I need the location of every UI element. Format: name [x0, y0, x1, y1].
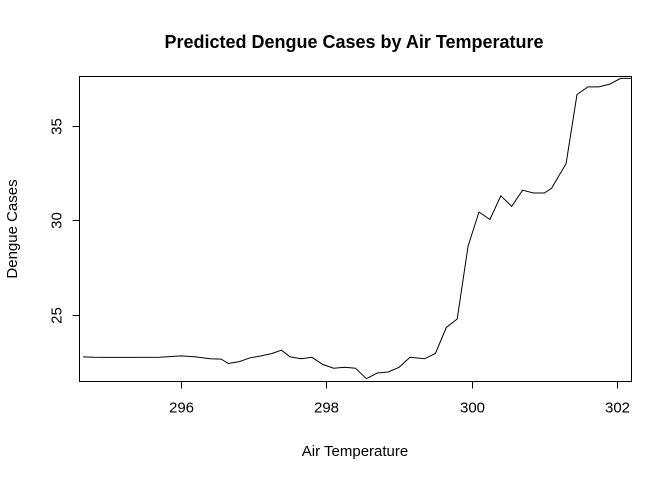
- y-tick-label: 35: [49, 118, 66, 135]
- x-tick-label: 298: [314, 400, 339, 417]
- x-axis-label: Air Temperature: [302, 443, 408, 460]
- plot-frame: [79, 76, 632, 382]
- x-tick-label: 300: [460, 400, 485, 417]
- y-tick-label: 30: [49, 212, 66, 229]
- y-axis: 25 30 35: [49, 118, 80, 324]
- x-axis: 296 298 300 302: [169, 381, 630, 417]
- chart-title: Predicted Dengue Cases by Air Temperatur…: [164, 32, 543, 52]
- x-tick-label: 296: [169, 400, 194, 417]
- series-line: [83, 77, 632, 380]
- y-axis-label: Dengue Cases: [4, 179, 21, 278]
- y-tick-label: 25: [49, 307, 66, 324]
- x-tick-label: 302: [605, 400, 630, 417]
